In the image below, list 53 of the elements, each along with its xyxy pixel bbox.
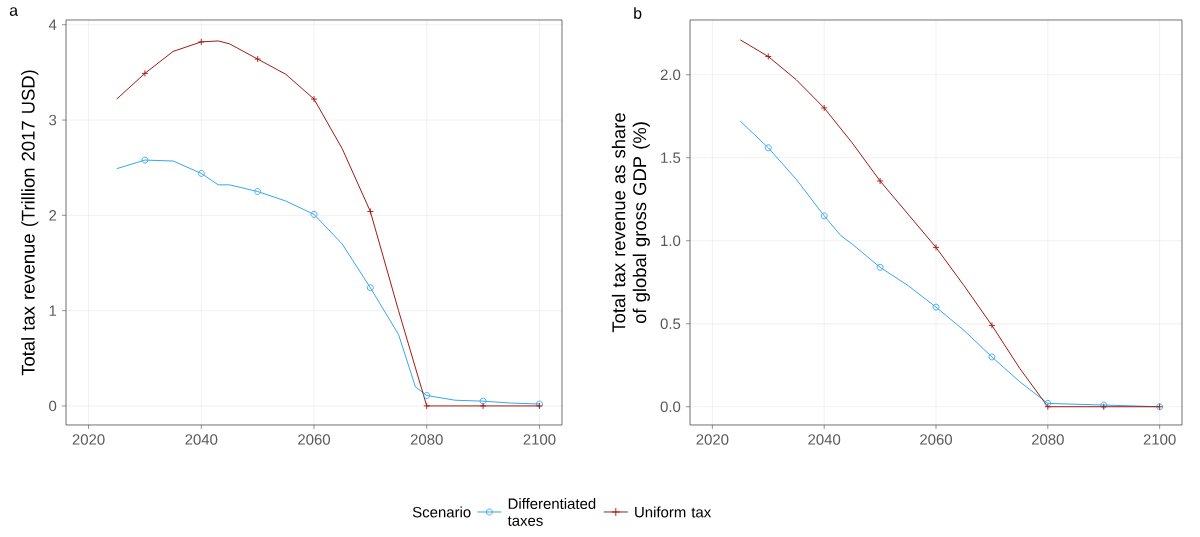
y-tick-label: 1 bbox=[49, 305, 57, 316]
y-tick-label: 1.0 bbox=[661, 235, 681, 247]
x-tick-label: 2060 bbox=[298, 434, 331, 445]
legend-title: Scenario bbox=[412, 506, 471, 518]
point bbox=[310, 210, 318, 218]
point bbox=[932, 303, 940, 311]
point bbox=[366, 208, 374, 215]
x-tick-label: 2080 bbox=[410, 434, 443, 445]
x-tick-label: 2100 bbox=[523, 434, 556, 445]
y-tick-label: 2.0 bbox=[660, 69, 681, 81]
y-tick-label: 3 bbox=[49, 114, 57, 126]
x-tick-label: 2100 bbox=[1143, 434, 1176, 445]
point bbox=[423, 392, 431, 399]
point bbox=[820, 104, 828, 112]
point bbox=[479, 397, 487, 405]
point bbox=[876, 177, 884, 185]
point bbox=[932, 243, 940, 251]
y-tick-label: 1.5 bbox=[661, 152, 681, 163]
point bbox=[366, 284, 374, 292]
text: a bbox=[9, 7, 19, 16]
point bbox=[988, 353, 996, 361]
y-tick-label: 0 bbox=[49, 400, 57, 412]
point bbox=[1044, 403, 1052, 411]
point bbox=[764, 144, 772, 152]
point bbox=[1044, 399, 1052, 407]
text: b bbox=[634, 7, 642, 19]
y-tick-label: 2 bbox=[49, 210, 57, 221]
point bbox=[141, 69, 149, 77]
point bbox=[479, 402, 487, 410]
point bbox=[310, 95, 318, 103]
point bbox=[254, 55, 262, 63]
point bbox=[876, 263, 884, 271]
y-axis-title: Total tax revenue as share of global gross GDP (%) bbox=[611, 113, 650, 333]
x-tick-label: 2040 bbox=[185, 434, 218, 445]
point bbox=[423, 402, 431, 410]
point bbox=[197, 38, 205, 46]
y-tick-label: 0.0 bbox=[660, 401, 681, 413]
x-tick-label: 2040 bbox=[808, 434, 841, 445]
y-tick-label: 0.5 bbox=[660, 318, 681, 330]
legend-label: Uniform tax bbox=[635, 506, 712, 518]
x-tick-label: 2020 bbox=[72, 434, 105, 445]
point bbox=[141, 156, 149, 164]
y-axis-title: Total tax revenue (Trillion 2017 USD) bbox=[21, 70, 39, 376]
y-tick-label: 4 bbox=[48, 19, 57, 30]
point bbox=[254, 188, 262, 195]
point bbox=[988, 321, 996, 329]
point bbox=[197, 169, 205, 177]
x-tick-label: 2060 bbox=[920, 434, 953, 445]
legend-label: Differentiated taxes bbox=[507, 498, 596, 526]
point bbox=[764, 53, 772, 60]
point bbox=[820, 212, 828, 220]
x-tick-label: 2080 bbox=[1031, 434, 1064, 445]
x-tick-label: 2020 bbox=[696, 434, 729, 445]
